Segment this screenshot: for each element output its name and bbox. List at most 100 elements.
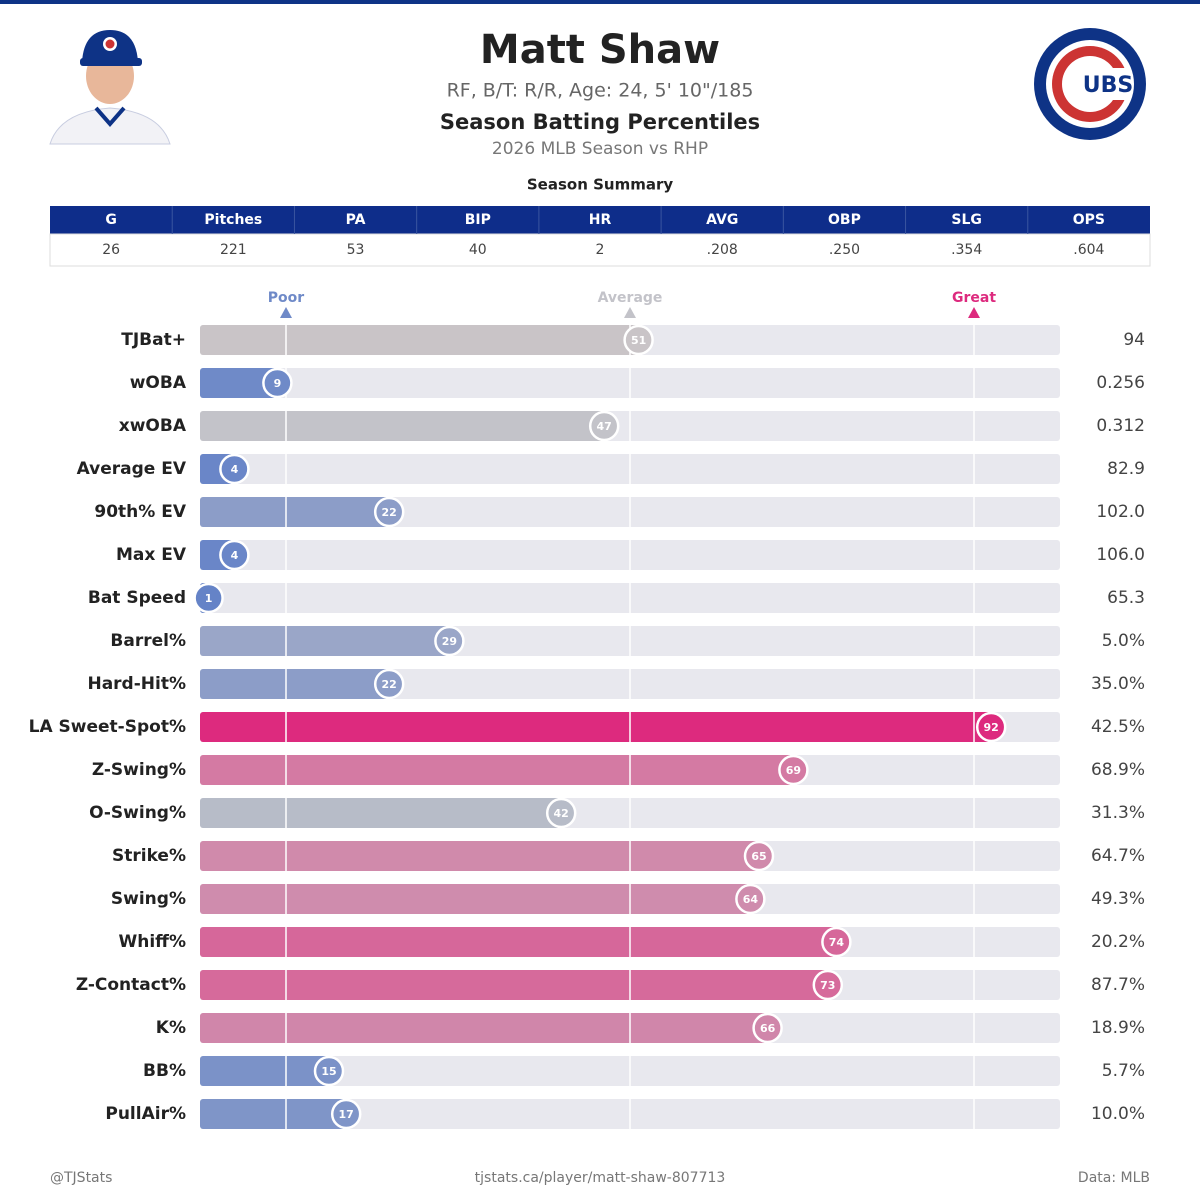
table-header: BIP [465,212,491,228]
table-cell: 53 [347,242,365,258]
metric-label: Bat Speed [88,588,186,608]
summary-body [49,233,1151,267]
percentile-label: 92 [984,721,999,734]
player-photo [49,30,171,145]
marker-label: Average [598,290,663,306]
metric-label: Whiff% [119,932,187,952]
percentile-bubble [313,1055,345,1087]
table-header: G [105,212,117,228]
bar [200,712,992,742]
percentile-label: 15 [321,1065,336,1078]
logo-text: UBS [1083,73,1133,98]
metric-label: PullAir% [105,1104,186,1124]
metric-label: Hard-Hit% [87,674,186,694]
player-name: Matt Shaw [480,27,720,73]
table-cell: 26 [102,242,120,258]
metric-label: LA Sweet-Spot% [29,717,186,737]
metric-label: Swing% [111,889,186,909]
bar [200,970,828,1000]
stat-value: 64.7% [1091,846,1145,866]
percentile-bubble [330,1098,362,1130]
percentile-label: 1 [205,592,213,605]
stat-value: 0.256 [1096,373,1145,393]
table-cell: 221 [220,242,247,258]
bar [200,411,605,441]
bar [200,497,390,527]
bar [200,755,794,785]
table-cell: .354 [951,242,982,258]
stat-value: 35.0% [1091,674,1145,694]
percentile-label: 64 [743,893,759,906]
percentile-label: 9 [274,377,282,390]
bar [200,669,390,699]
percentile-bubble [588,410,620,442]
stat-value: 18.9% [1091,1018,1145,1038]
stat-value: 102.0 [1096,502,1145,522]
stat-value: 31.3% [1091,803,1145,823]
footer-center: tjstats.ca/player/matt-shaw-807713 [475,1170,726,1186]
bar [200,1099,347,1129]
metric-label: 90th% EV [94,502,186,522]
table-header: Pitches [204,212,262,228]
marker-triangle [624,307,636,318]
percentile-bubble [262,367,293,399]
bar [200,841,759,871]
table-cell: .250 [829,242,860,258]
metric-label: wOBA [130,373,187,393]
bar [200,1056,329,1086]
metric-label: BB% [143,1061,186,1081]
percentile-label: 42 [554,807,569,820]
bar [200,1013,768,1043]
table-header: OBP [828,212,861,228]
percentile-bubble [812,969,844,1001]
percentile-label: 22 [382,678,397,691]
percentile-bubble [219,453,250,485]
chart-subtitle: 2026 MLB Season vs RHP [492,139,708,159]
summary-header [50,206,1150,234]
percentile-bubble [373,496,405,528]
metric-label: Strike% [112,846,186,866]
table-header: HR [589,212,612,228]
table-header: SLG [951,212,982,228]
stat-value: 10.0% [1091,1104,1145,1124]
bar [200,626,450,656]
marker-label: Great [952,290,996,306]
metric-label: xwOBA [119,416,187,436]
bar [200,884,751,914]
metric-label: Max EV [116,545,187,565]
percentile-bubble [821,926,852,958]
player-bio: RF, B/T: R/R, Age: 24, 5' 10"/185 [447,80,754,102]
bar [200,325,639,355]
top-border [0,0,1200,4]
percentile-bubble [434,625,465,657]
percentile-label: 66 [760,1022,776,1035]
summary-title: Season Summary [527,176,673,194]
bar [200,798,562,828]
percentile-label: 47 [597,420,612,433]
stat-value: 42.5% [1091,717,1145,737]
bar [200,368,278,398]
stat-value: 87.7% [1091,975,1145,995]
metric-label: Average EV [77,459,187,479]
metric-label: O-Swing% [89,803,186,823]
table-cell: .604 [1073,242,1104,258]
percentile-label: 69 [786,764,801,777]
metric-label: K% [156,1018,186,1038]
percentile-bubble [975,711,1007,743]
metric-label: Z-Contact% [76,975,186,995]
percentile-bubble [735,883,766,915]
marker-label: Poor [268,290,304,306]
stat-value: 68.9% [1091,760,1145,780]
stat-value: 5.7% [1102,1061,1145,1081]
footer-left: @TJStats [50,1170,112,1186]
percentile-bubble [373,668,405,700]
percentile-label: 73 [820,979,835,992]
marker-triangle [968,307,980,318]
team-logo: UBS [1034,28,1146,140]
stat-value: 106.0 [1096,545,1145,565]
stat-value: 94 [1123,330,1145,350]
chart-title: Season Batting Percentiles [440,110,760,134]
stat-value: 49.3% [1091,889,1145,909]
footer-right: Data: MLB [1078,1170,1150,1186]
